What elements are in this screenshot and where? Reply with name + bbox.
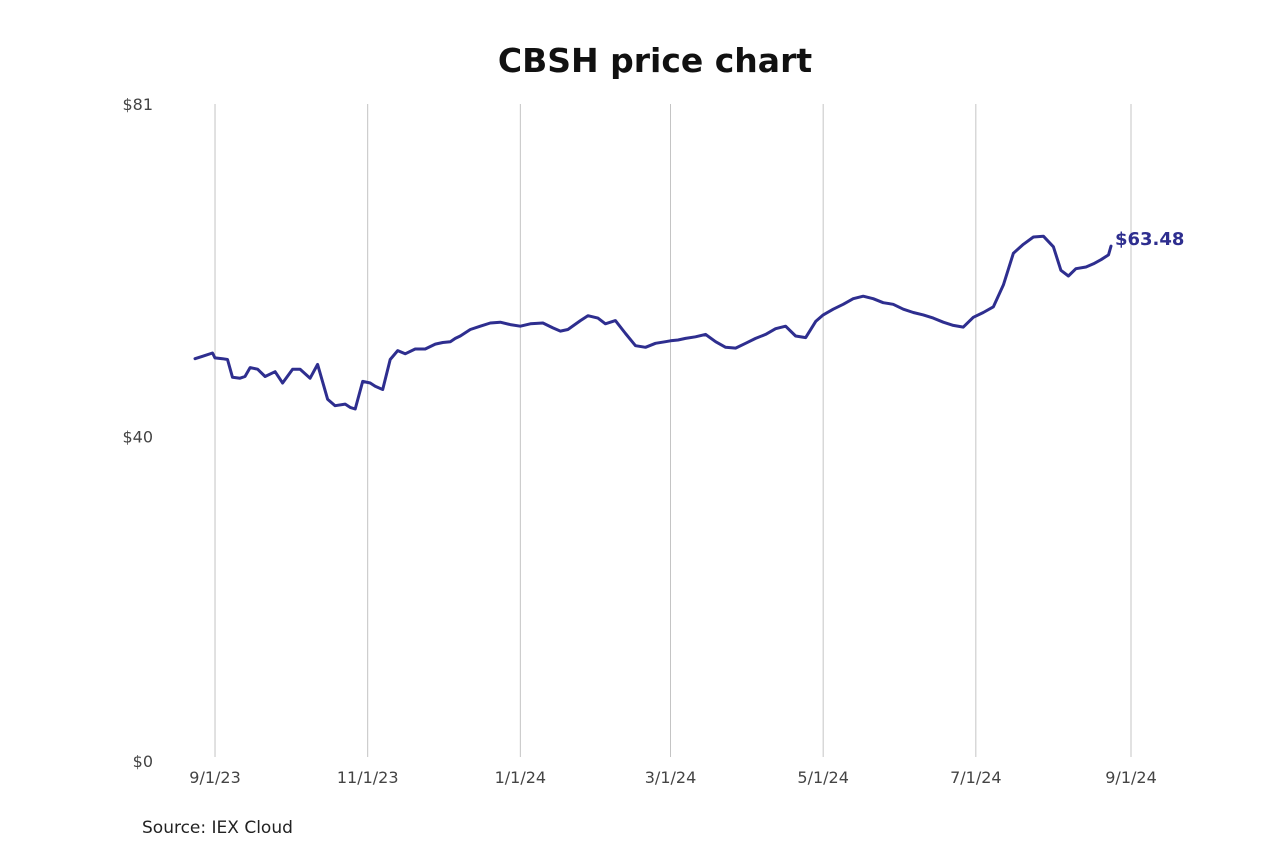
x-tick-label: 11/1/23 (337, 768, 399, 787)
y-axis-ticks: $0 $40 $81 (122, 95, 153, 771)
price-line (193, 234, 1113, 411)
x-tick-label: 3/1/24 (645, 768, 697, 787)
price-series (193, 234, 1113, 411)
y-tick-label: $81 (122, 95, 153, 114)
x-axis-ticks: 9/1/23 11/1/23 1/1/24 3/1/24 5/1/24 7/1/24 9/1… (189, 768, 1156, 787)
x-tick-label: 1/1/24 (495, 768, 547, 787)
gridlines (214, 104, 1132, 757)
x-tick-label: 5/1/24 (797, 768, 849, 787)
last-price-label: $63.48 (1115, 229, 1184, 250)
x-tick-label: 9/1/24 (1105, 768, 1157, 787)
x-tick-label: 7/1/24 (950, 768, 1002, 787)
y-tick-label: $0 (133, 752, 153, 771)
x-tick-label: 9/1/23 (189, 768, 241, 787)
chart-title: CBSH price chart (498, 41, 812, 80)
y-tick-label: $40 (122, 428, 153, 447)
source-note: Source: IEX Cloud (142, 818, 293, 838)
